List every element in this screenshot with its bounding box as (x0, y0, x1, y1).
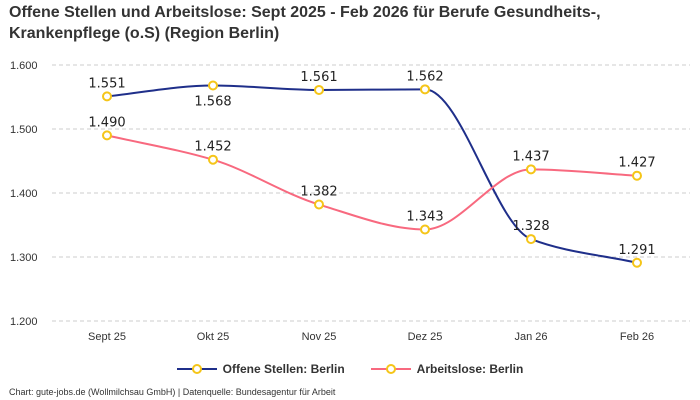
data-label: 1.568 (194, 94, 231, 109)
data-label: 1.561 (300, 70, 337, 85)
data-label: 1.551 (88, 76, 125, 91)
legend: Offene Stellen: Berlin Arbeitslose: Berl… (0, 362, 700, 376)
data-label: 1.343 (406, 209, 443, 224)
data-point[interactable] (102, 130, 112, 141)
data-point[interactable] (526, 164, 536, 175)
legend-swatch-pink (370, 364, 411, 374)
data-label: 1.291 (618, 243, 655, 258)
y-tick-label: 1.500 (10, 124, 38, 136)
series-line-1 (106, 134, 638, 231)
data-point[interactable] (102, 91, 112, 102)
data-point[interactable] (632, 170, 642, 181)
y-tick-label: 1.400 (10, 188, 38, 200)
series-line-0 (106, 84, 638, 264)
data-label: 1.562 (406, 69, 443, 84)
data-label: 1.382 (300, 185, 337, 200)
chart-title: Offene Stellen und Arbeitslose: Sept 202… (9, 4, 601, 42)
data-point[interactable] (208, 80, 218, 91)
y-tick-label: 1.200 (10, 316, 38, 328)
x-tick-label: Nov 25 (302, 331, 337, 343)
x-tick-label: Okt 25 (197, 331, 229, 343)
x-tick-label: Dez 25 (408, 331, 443, 343)
data-point[interactable] (420, 84, 430, 95)
y-tick-label: 1.600 (10, 60, 38, 72)
x-tick-label: Feb 26 (620, 331, 654, 343)
x-tick-label: Jan 26 (514, 331, 547, 343)
data-label: 1.452 (194, 140, 231, 155)
data-label: 1.490 (88, 115, 125, 130)
legend-item-offene-stellen[interactable]: Offene Stellen: Berlin (176, 362, 345, 376)
data-point[interactable] (526, 234, 536, 245)
data-point[interactable] (314, 84, 324, 95)
legend-item-arbeitslose[interactable]: Arbeitslose: Berlin (370, 362, 524, 376)
data-label: 1.427 (618, 156, 655, 171)
data-point[interactable] (314, 199, 324, 210)
x-tick-label: Sept 25 (88, 331, 126, 343)
data-point[interactable] (420, 224, 430, 235)
data-point[interactable] (632, 257, 642, 268)
data-label: 1.437 (512, 149, 549, 164)
legend-label: Arbeitslose: Berlin (416, 362, 524, 376)
data-point[interactable] (208, 154, 218, 165)
y-tick-label: 1.300 (10, 252, 38, 264)
legend-label: Offene Stellen: Berlin (222, 362, 345, 376)
legend-swatch-blue (176, 364, 217, 374)
data-label: 1.328 (512, 219, 549, 234)
source-credit: Chart: gute-jobs.de (Wollmilchsau GmbH) … (9, 387, 336, 397)
